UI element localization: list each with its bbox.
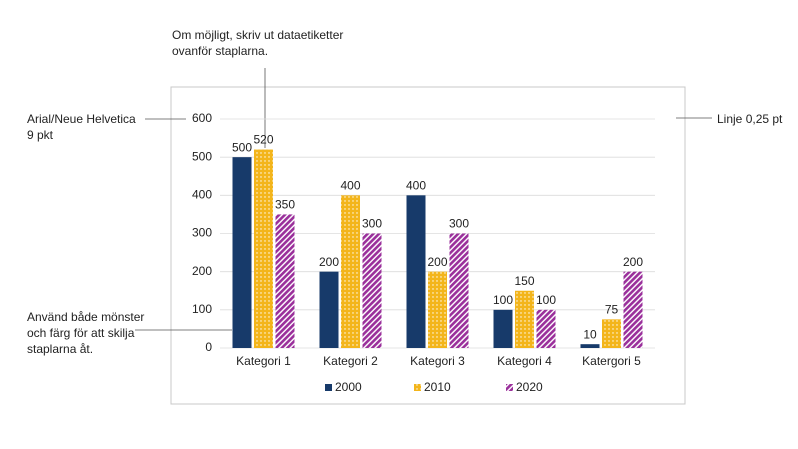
y-tick-label: 100 (192, 302, 212, 316)
legend-swatch (414, 384, 421, 391)
legend-swatch (506, 384, 513, 391)
annotation: 9 pkt (27, 128, 54, 142)
y-tick-label: 300 (192, 226, 212, 240)
bar (602, 319, 621, 348)
legend-label: 2000 (335, 380, 362, 394)
bar (515, 290, 534, 348)
x-tick-label: Kategori 1 (236, 354, 291, 368)
data-label: 500 (232, 140, 252, 154)
annotation: Arial/Neue Helvetica (27, 112, 136, 126)
y-tick-label: 600 (192, 111, 212, 125)
annotation: staplarna åt. (27, 342, 93, 356)
bar (623, 271, 643, 348)
y-tick-label: 0 (205, 340, 212, 354)
y-tick-label: 400 (192, 188, 212, 202)
annotation: och färg för att skilja (27, 326, 135, 340)
data-label: 400 (340, 179, 360, 193)
data-label: 200 (319, 255, 339, 269)
bar (254, 149, 273, 348)
y-tick-label: 200 (192, 264, 212, 278)
bar (493, 309, 513, 348)
data-label: 200 (427, 255, 447, 269)
bar (232, 157, 252, 348)
data-label: 520 (253, 133, 273, 147)
annotation: Linje 0,25 pt (717, 112, 783, 126)
annotation: Om möjligt, skriv ut dataetiketter (172, 28, 343, 42)
legend-swatch (325, 384, 332, 391)
bar (341, 195, 360, 348)
bar (580, 344, 600, 348)
data-label: 400 (406, 179, 426, 193)
annotation: ovanför staplarna. (172, 44, 268, 58)
bar (319, 271, 339, 348)
chart-frame (170, 86, 686, 405)
bar (275, 214, 295, 348)
data-label: 300 (449, 217, 469, 231)
legend-label: 2020 (516, 380, 543, 394)
bar (449, 233, 469, 348)
data-label: 300 (362, 217, 382, 231)
data-label: 350 (275, 198, 295, 212)
x-tick-label: Kategori 4 (497, 354, 552, 368)
annotation: Använd både mönster (27, 310, 144, 324)
x-tick-label: Kategori 2 (323, 354, 378, 368)
data-label: 100 (493, 293, 513, 307)
data-label: 10 (583, 327, 597, 341)
bar (428, 271, 447, 348)
data-label: 200 (623, 255, 643, 269)
x-tick-label: Kategori 3 (410, 354, 465, 368)
data-label: 150 (514, 274, 534, 288)
bar (362, 233, 382, 348)
y-tick-label: 500 (192, 149, 212, 163)
x-tick-label: Katergori 5 (582, 354, 641, 368)
data-label: 75 (605, 303, 619, 317)
data-label: 100 (536, 293, 556, 307)
bar (536, 309, 556, 348)
legend-label: 2010 (424, 380, 451, 394)
bar (406, 195, 426, 348)
